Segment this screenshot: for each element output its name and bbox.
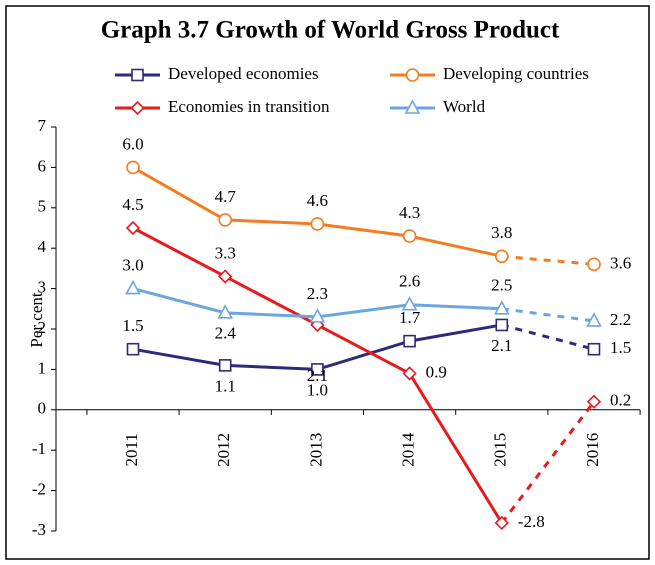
data-label: 3.6 bbox=[610, 253, 631, 272]
data-label: 2.1 bbox=[491, 336, 512, 355]
point bbox=[126, 342, 140, 356]
y-tick-label: -2 bbox=[32, 480, 46, 499]
legend-label: Economies in transition bbox=[168, 97, 330, 116]
point bbox=[493, 300, 510, 315]
data-label: 0.2 bbox=[610, 391, 631, 410]
point bbox=[587, 257, 601, 272]
point bbox=[125, 220, 141, 236]
x-tick-label: 2015 bbox=[491, 433, 510, 467]
y-tick-label: -3 bbox=[32, 520, 46, 539]
data-label: 1.1 bbox=[215, 376, 236, 395]
point bbox=[217, 304, 234, 319]
data-label: 1.0 bbox=[307, 380, 328, 399]
data-label: 2.5 bbox=[491, 276, 512, 295]
y-tick-label: 2 bbox=[38, 318, 47, 337]
data-label: 2.2 bbox=[610, 310, 631, 329]
y-tick-label: 3 bbox=[38, 278, 47, 297]
data-label: 2.4 bbox=[215, 324, 237, 343]
data-label: 4.6 bbox=[307, 191, 328, 210]
frame bbox=[5, 5, 650, 560]
point bbox=[403, 334, 416, 348]
point bbox=[309, 308, 326, 323]
data-label: 6.0 bbox=[122, 134, 143, 153]
legend-marker bbox=[405, 68, 420, 82]
x-tick-label: 2016 bbox=[583, 433, 602, 467]
legend-marker bbox=[131, 68, 144, 82]
y-tick-label: 7 bbox=[38, 116, 47, 135]
data-label: 0.9 bbox=[426, 362, 447, 381]
point bbox=[126, 160, 140, 175]
y-tick-label: -1 bbox=[32, 439, 46, 458]
point bbox=[402, 229, 417, 243]
point bbox=[218, 269, 233, 284]
y-tick-label: 6 bbox=[38, 156, 47, 175]
data-label: 1.5 bbox=[610, 338, 631, 357]
line-forecast bbox=[500, 400, 596, 524]
data-label: 1.5 bbox=[122, 316, 143, 335]
x-tick-label: 2014 bbox=[399, 432, 418, 467]
point bbox=[310, 217, 325, 231]
y-tick-label: 1 bbox=[38, 358, 47, 377]
data-label: 2.6 bbox=[399, 272, 420, 291]
x-tick-label: 2013 bbox=[306, 433, 325, 467]
data-label: 2.1 bbox=[307, 366, 328, 385]
chart-title: Graph 3.7 Growth of World Gross Product bbox=[101, 17, 560, 44]
x-tick-label: 2012 bbox=[214, 433, 233, 467]
data-label: 3.8 bbox=[491, 223, 512, 242]
point bbox=[494, 515, 509, 531]
point bbox=[401, 296, 418, 311]
x-tick-label: 2011 bbox=[122, 433, 141, 466]
point bbox=[586, 312, 602, 327]
data-label: 3.3 bbox=[215, 243, 236, 262]
data-label: 2.3 bbox=[307, 284, 328, 303]
point bbox=[494, 249, 509, 264]
data-label: 1.7 bbox=[399, 308, 421, 327]
line-forecast bbox=[501, 323, 595, 351]
legend-label: Developing countries bbox=[443, 64, 589, 83]
legend-marker bbox=[404, 99, 421, 114]
point bbox=[586, 394, 602, 409]
legend-label: World bbox=[443, 97, 486, 116]
legend-label: Developed economies bbox=[168, 64, 319, 83]
point bbox=[218, 213, 232, 227]
data-label: -2.8 bbox=[518, 512, 545, 531]
data-label: 3.0 bbox=[122, 256, 143, 275]
point bbox=[311, 363, 324, 376]
line-forecast bbox=[501, 254, 595, 266]
line-forecast bbox=[501, 307, 595, 323]
y-axis-label: Per cent bbox=[27, 292, 46, 348]
point bbox=[495, 318, 509, 332]
y-tick-label: 4 bbox=[38, 237, 47, 256]
point bbox=[218, 359, 232, 372]
legend-marker bbox=[130, 100, 145, 116]
data-label: 4.5 bbox=[122, 195, 143, 214]
data-label: 4.7 bbox=[215, 187, 237, 206]
y-tick-label: 0 bbox=[38, 399, 47, 418]
y-tick-label: 5 bbox=[38, 197, 47, 216]
data-label: 4.3 bbox=[399, 203, 420, 222]
point bbox=[587, 342, 601, 356]
point bbox=[125, 279, 141, 295]
point bbox=[402, 366, 417, 381]
